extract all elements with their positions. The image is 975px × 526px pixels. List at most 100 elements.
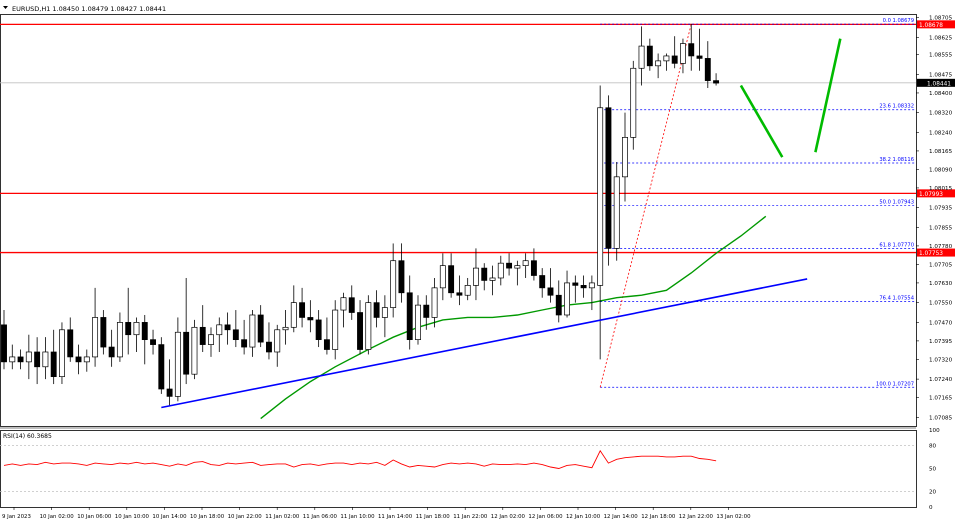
- level-price-label: 1.08678: [919, 23, 943, 29]
- candle-body: [158, 344, 165, 390]
- candle: [564, 270, 570, 318]
- candle-body: [224, 324, 231, 331]
- candle: [398, 243, 405, 303]
- candle: [646, 38, 653, 71]
- candle: [530, 248, 537, 281]
- candle-body: [290, 302, 297, 328]
- candle-body: [174, 331, 181, 397]
- time-tick-label: 12 Jan 18:00: [641, 514, 676, 520]
- time-tick-label: 10 Jan 10:00: [115, 514, 150, 520]
- candle: [191, 319, 198, 380]
- projection-arrow: [739, 38, 842, 158]
- candle-body: [514, 265, 521, 269]
- candle-body: [464, 285, 471, 296]
- candle: [489, 265, 496, 296]
- candle-body: [704, 58, 711, 81]
- candle-body: [9, 356, 16, 363]
- candle: [464, 277, 471, 301]
- candle: [481, 263, 488, 291]
- candle-body: [150, 339, 156, 345]
- candle: [340, 292, 347, 328]
- price-tick-label: 1.07240: [929, 377, 953, 383]
- candle-body: [274, 329, 281, 353]
- candle-body: [473, 267, 479, 286]
- candle: [158, 337, 165, 394]
- candle: [266, 322, 272, 360]
- candle-body: [357, 312, 363, 350]
- level-price-tag: [917, 189, 955, 198]
- candle: [597, 85, 604, 360]
- price-tick-label: 1.07705: [929, 262, 953, 268]
- horizontal-levels: 1.08678 1.07993 1.07753: [0, 20, 955, 257]
- candle-body: [489, 277, 496, 281]
- candle-body: [456, 292, 463, 296]
- candle-body: [688, 43, 695, 57]
- candle-body: [307, 317, 314, 321]
- time-tick-label: 10 Jan 22:00: [228, 514, 263, 520]
- candle: [381, 295, 388, 338]
- fib-level-label: 76.4 1.07554: [879, 296, 914, 302]
- candle-body: [166, 388, 173, 397]
- candle-body: [439, 265, 446, 289]
- candle: [141, 314, 148, 365]
- candle: [514, 260, 521, 286]
- candle-body: [522, 260, 529, 266]
- rsi-line: [3, 449, 717, 469]
- candle-body: [332, 309, 339, 350]
- candle: [605, 95, 612, 266]
- candle: [473, 248, 479, 301]
- candle: [638, 26, 645, 86]
- candle: [75, 344, 82, 375]
- price-tick-label: 1.08705: [929, 16, 953, 22]
- candle: [580, 275, 587, 298]
- fibonacci-retracement: 0.0 1.08679 23.6 1.08332 38.2 1.08116 50.0 …: [599, 18, 916, 388]
- candle-body: [497, 262, 504, 279]
- candle: [663, 53, 670, 71]
- candle-body: [539, 275, 546, 289]
- time-axis: 9 Jan 2023 10 Jan 02:00 10 Jan 06:00 10 Jan…: [2, 507, 751, 520]
- candle: [497, 255, 504, 286]
- candle: [365, 295, 372, 355]
- candle: [125, 287, 132, 355]
- candle-body: [116, 322, 123, 358]
- time-tick-label: 9 Jan 2023: [2, 514, 31, 520]
- candle: [17, 349, 24, 370]
- candle-body: [92, 317, 99, 358]
- candle: [274, 324, 281, 367]
- fib-level-label: 23.6 1.08332: [879, 104, 914, 110]
- rsi-tick-label: 50: [929, 467, 937, 473]
- candle-body: [663, 55, 670, 62]
- price-tick-label: 1.08090: [929, 167, 953, 173]
- candle: [671, 36, 678, 69]
- candle: [232, 310, 239, 348]
- price-tick-label: 1.08240: [929, 130, 953, 136]
- candle-body: [680, 43, 686, 64]
- candle-body: [282, 326, 289, 331]
- candle-body: [183, 331, 190, 375]
- candle-body: [530, 260, 537, 276]
- candle-body: [34, 351, 41, 368]
- price-tick-label: 1.08555: [929, 53, 953, 59]
- candle: [506, 253, 513, 276]
- dropdown-triangle-icon[interactable]: [3, 6, 8, 9]
- price-tick-label: 1.08015: [929, 186, 953, 192]
- candle: [174, 317, 181, 402]
- price-tick-label: 1.07470: [929, 320, 953, 326]
- candle: [704, 41, 711, 89]
- level-price-label: 1.07753: [919, 251, 943, 257]
- candle: [25, 334, 32, 380]
- candle-body: [605, 107, 612, 249]
- candle: [348, 285, 355, 320]
- time-tick-label: 13 Jan 02:00: [716, 514, 751, 520]
- candle: [439, 253, 446, 301]
- price-tick-label: 1.07165: [929, 396, 953, 402]
- candle: [373, 290, 380, 328]
- candle: [406, 275, 413, 350]
- candle-body: [555, 294, 562, 316]
- candle-body: [448, 265, 455, 294]
- candle-body: [340, 297, 347, 311]
- candle-body: [390, 260, 397, 308]
- candle: [34, 337, 41, 385]
- candle-body: [630, 67, 637, 138]
